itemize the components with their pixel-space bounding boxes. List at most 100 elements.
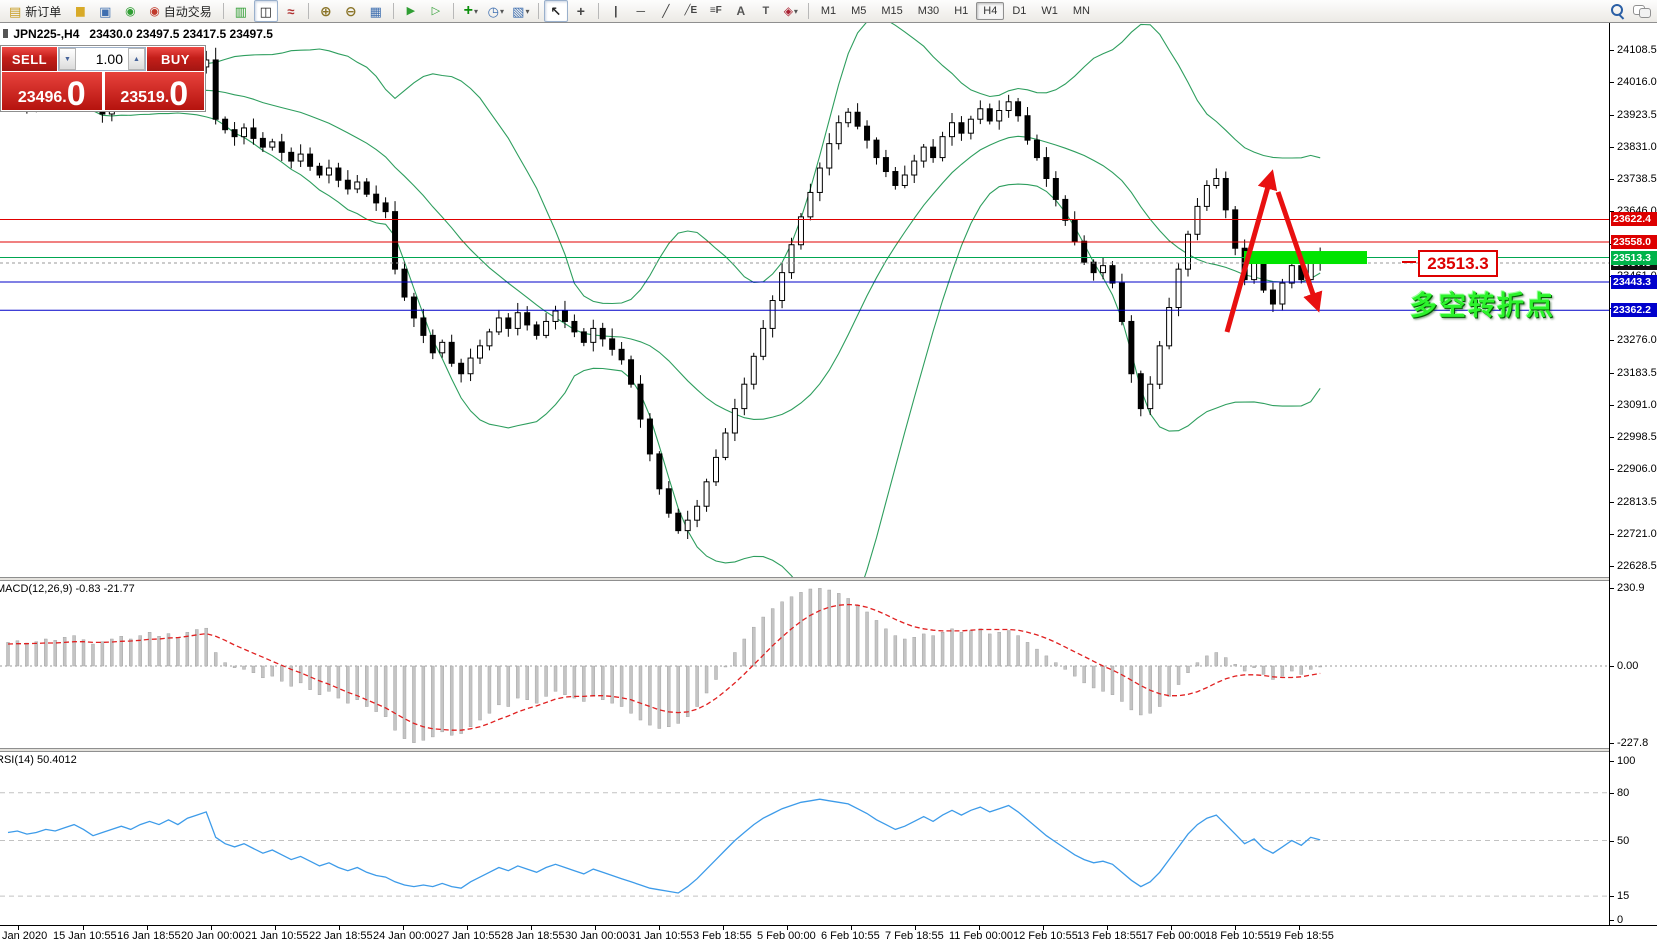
time-axis-tick <box>403 926 404 930</box>
tf-m30[interactable]: M30 <box>917 5 940 17</box>
axis-tick-label: -227.8 <box>1617 736 1649 749</box>
gold-chart-button[interactable]: ▆ <box>68 0 92 22</box>
zoom-out-icon: ⊖ <box>344 3 357 19</box>
time-axis[interactable]: Jan 2020 15 Jan 10:55 16 Jan 18:55 20 Jan 0… <box>0 925 1657 947</box>
auto-trading-button-label: 自动交易 <box>163 4 212 19</box>
zigzag-arrow[interactable] <box>1224 169 1323 333</box>
bar-chart-button[interactable]: ▥ <box>229 0 253 22</box>
fibonacci-button[interactable]: ≡F <box>704 0 728 22</box>
pane-divider[interactable] <box>0 748 1657 752</box>
volume-decrease-button[interactable]: ▼ <box>59 48 76 70</box>
signal-icon: ◉ <box>125 4 136 18</box>
axis-tick-mark <box>1610 82 1614 84</box>
pane-divider[interactable] <box>0 577 1657 581</box>
macd-histogram <box>6 588 1322 743</box>
level-price-tag: 23443.3 <box>1611 274 1657 289</box>
axis-tick-mark <box>1610 146 1614 148</box>
axis-tick-mark <box>1610 501 1614 503</box>
time-axis-label: 18 Feb 10:55 <box>1205 930 1270 942</box>
time-axis-label: 22 Jan 18:55 <box>309 930 373 942</box>
toolbar-separator <box>452 3 454 19</box>
terminal-button[interactable]: ▣ <box>93 0 117 22</box>
zoom-out-button[interactable]: ⊖ <box>339 0 363 22</box>
time-axis-tick <box>595 926 596 930</box>
new-order-button[interactable]: ▤ 新订单 <box>3 1 67 21</box>
chat-icon <box>1633 4 1651 18</box>
tf-h4[interactable]: H4 <box>976 2 1005 20</box>
zoom-in-button[interactable]: ⊕ <box>314 0 338 22</box>
line-chart-button[interactable]: ≈ <box>279 0 303 22</box>
axis-tick-mark <box>1610 896 1614 898</box>
axis-tick-label: 0.00 <box>1617 660 1639 672</box>
time-axis-label: 16 Jan 18:55 <box>117 930 181 942</box>
periods-button[interactable]: ◷ ▾ <box>484 0 508 22</box>
sell-button[interactable]: SELL <box>2 47 57 71</box>
chart-shift-button[interactable]: ▷ <box>424 0 448 22</box>
tf-h1[interactable]: H1 <box>954 5 969 17</box>
templates-button[interactable]: ▧ ▾ <box>509 0 533 22</box>
horizontal-line-button[interactable]: ─ <box>629 0 653 22</box>
time-axis-label: Jan 2020 <box>2 930 48 942</box>
indicators-button[interactable]: + ▾ <box>459 0 483 22</box>
turning-point-annotation[interactable]: 多空转折点 <box>1410 291 1555 321</box>
channel-icon: ╱E <box>684 5 698 16</box>
axis-tick-mark <box>1610 404 1614 406</box>
auto-trading-button[interactable]: ◉ 自动交易 <box>143 1 218 21</box>
time-axis-label: 31 Jan 10:55 <box>629 930 693 942</box>
tf-m1[interactable]: M1 <box>820 5 837 17</box>
chevron-down-icon: ▾ <box>793 6 798 16</box>
text-button[interactable]: A <box>729 0 753 22</box>
cursor-button[interactable]: ↖ <box>543 0 568 22</box>
axis-tick-label: 0 <box>1617 914 1624 926</box>
tf-m15[interactable]: M15 <box>881 5 903 17</box>
highlight-bar[interactable] <box>1244 251 1367 265</box>
candlestick-button[interactable]: ◫ <box>253 0 278 22</box>
axis-tick-label: 22998.5 <box>1617 431 1657 444</box>
chat-button[interactable] <box>1630 0 1654 22</box>
time-axis-tick <box>1107 926 1108 930</box>
price-callout-box[interactable]: 23513.3 <box>1418 250 1498 277</box>
tf-d1[interactable]: D1 <box>1012 5 1027 17</box>
signal-button[interactable]: ◉ <box>118 0 142 22</box>
auto-scroll-button[interactable]: ▶ <box>399 0 423 22</box>
macd-pane[interactable] <box>0 581 1609 748</box>
trendline-icon: ╱ <box>662 4 670 18</box>
level-price-tag: 23558.0 <box>1611 234 1657 249</box>
tile-windows-button[interactable]: ▦ <box>364 0 388 22</box>
axis-tick-mark <box>1610 114 1614 116</box>
time-axis-tick <box>18 926 19 930</box>
axis-tick-label: 230.9 <box>1617 582 1645 594</box>
tf-m5[interactable]: M5 <box>851 5 867 17</box>
volume-increase-button[interactable]: ▲ <box>128 48 145 70</box>
buy-button[interactable]: BUY <box>147 47 204 71</box>
time-axis-tick <box>467 926 468 930</box>
time-axis-tick <box>339 926 340 930</box>
level-price-tag: 23362.2 <box>1611 303 1657 318</box>
axis-tick-label: 15 <box>1617 890 1630 903</box>
time-axis-tick <box>787 926 788 930</box>
tf-mn[interactable]: MN <box>1072 5 1090 17</box>
time-axis-tick <box>1171 926 1172 930</box>
text-label-button[interactable]: T <box>754 0 778 22</box>
tf-w1[interactable]: W1 <box>1041 5 1058 17</box>
search-button[interactable] <box>1605 0 1629 22</box>
arrows-button[interactable]: ◈ ▾ <box>779 0 803 22</box>
equidistant-channel-button[interactable]: ╱E <box>679 0 703 22</box>
crosshair-button[interactable]: + <box>569 0 593 22</box>
vertical-line-button[interactable]: | <box>604 0 628 22</box>
horizontal-level-lines[interactable] <box>0 218 1609 311</box>
time-axis-label: 12 Feb 10:55 <box>1013 930 1078 942</box>
time-axis-tick <box>723 926 724 930</box>
trendline-button[interactable]: ╱ <box>654 0 678 22</box>
sell-price-panel[interactable]: 23496. 0 <box>2 72 102 111</box>
axis-tick-label: 22813.5 <box>1617 495 1657 508</box>
volume-input[interactable]: 1.00 <box>95 51 123 67</box>
price-axis[interactable]: 24108.5 24016.0 23923.5 23831.0 23738.5 23646… <box>1609 23 1657 926</box>
time-axis-label: 13 Feb 18:55 <box>1077 930 1142 942</box>
rsi-pane[interactable] <box>0 752 1609 925</box>
price-chart-pane[interactable] <box>0 23 1609 577</box>
buy-price-panel[interactable]: 23519. 0 <box>104 72 204 111</box>
time-axis-label: 20 Jan 00:00 <box>181 930 245 942</box>
candlestick-series <box>5 47 1324 539</box>
